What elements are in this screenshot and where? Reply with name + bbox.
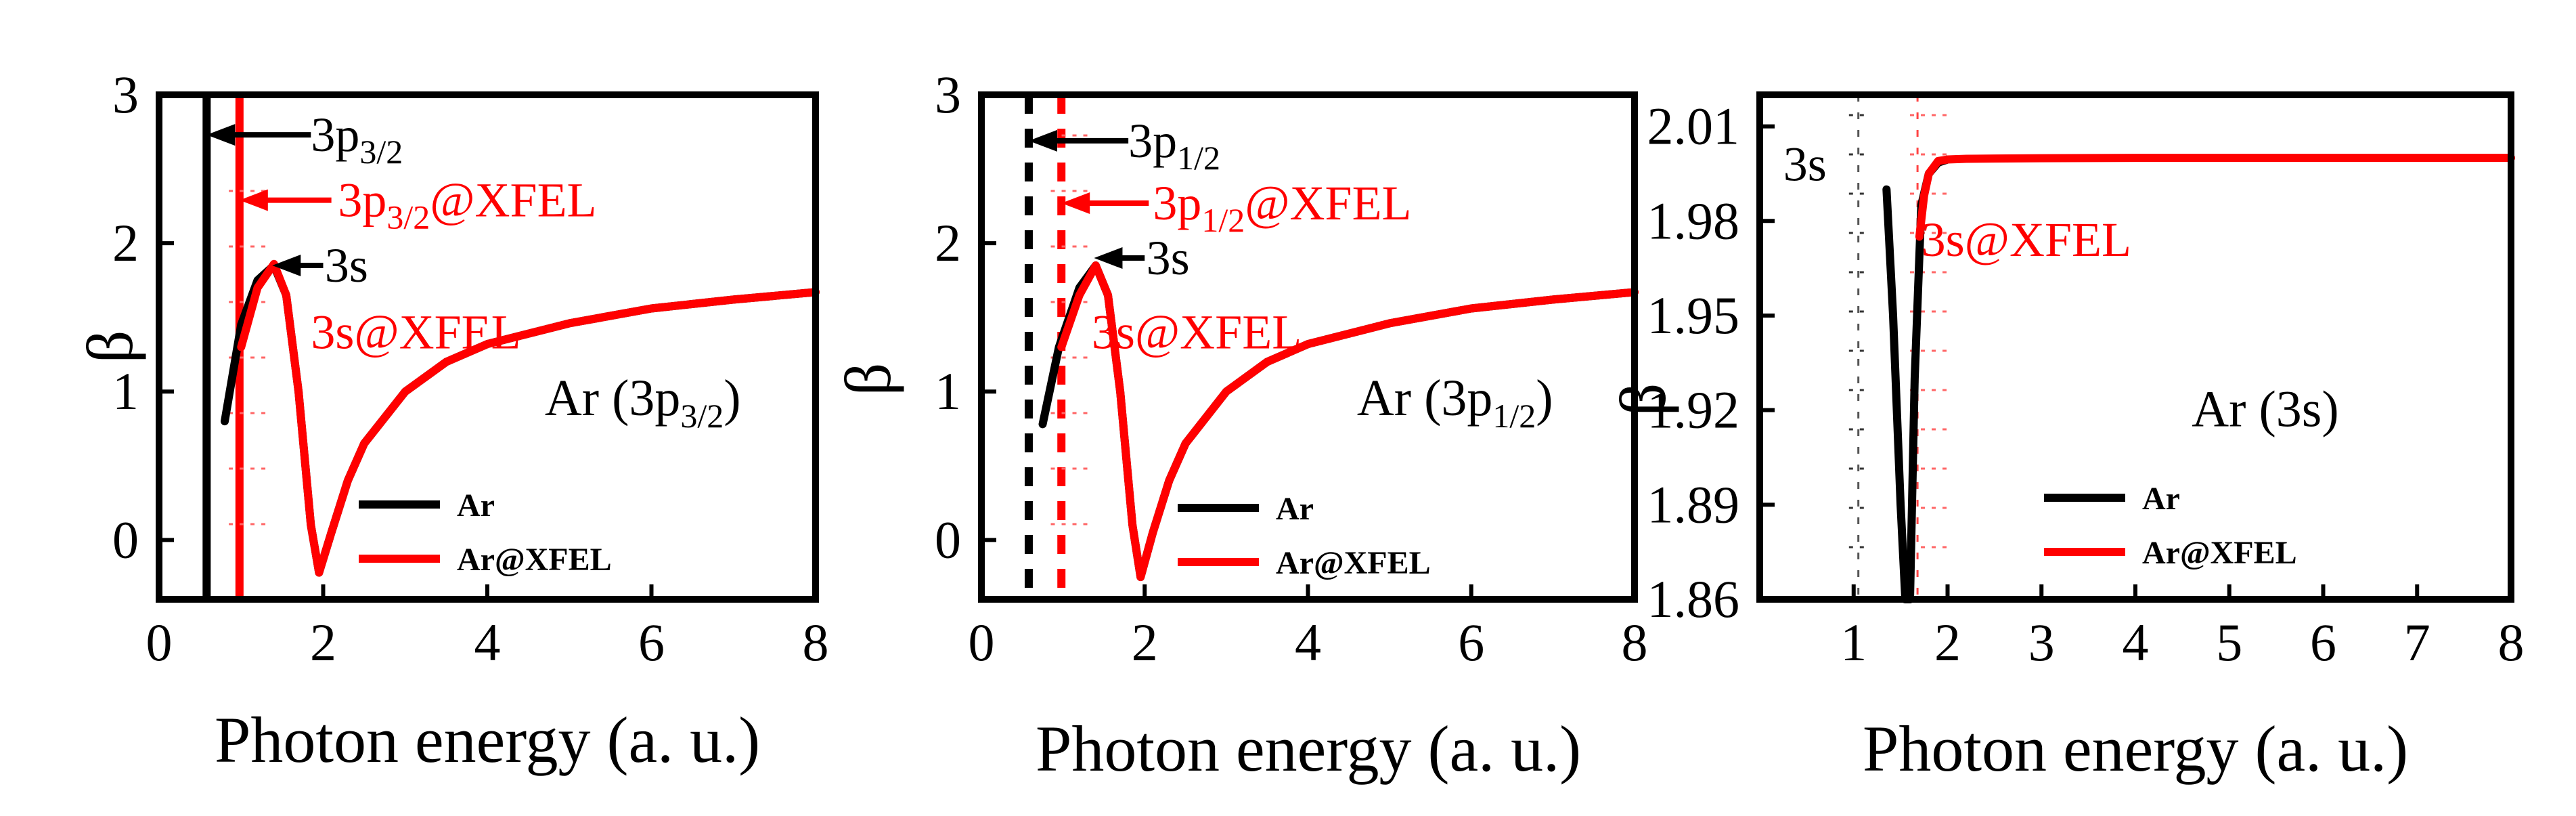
y-axis-label: β <box>832 363 904 396</box>
y-tick-label: 3 <box>112 65 139 124</box>
panel-ar-3p12: 0 2 4 6 8 0 1 2 3 Photon energy (a. u.) β 3p1/23p1/… <box>832 65 1648 785</box>
y-tick-label: 1 <box>112 362 139 421</box>
x-tick-label: 2 <box>1132 613 1158 672</box>
legend-entry: Ar@XFEL <box>1276 545 1431 581</box>
x-tick-label: 8 <box>2498 613 2525 672</box>
panel-ar-3p32: 0 2 4 6 8 0 1 2 3 Photon energy (a. u.) β 3p3/23p3/… <box>74 65 829 776</box>
series-line-ar-xfel <box>1057 261 1639 582</box>
y-tick-label: 2 <box>112 213 139 272</box>
y-axis-label: β <box>74 330 146 364</box>
x-tick-label: 2 <box>1934 613 1961 672</box>
y-tick-label: 2 <box>935 213 961 272</box>
series-line-ar-xfel <box>237 259 820 577</box>
x-tick-label: 5 <box>2216 613 2242 672</box>
y-tick-label: 1.92 <box>1647 381 1740 439</box>
x-tick-label: 7 <box>2404 613 2430 672</box>
y-tick-label: 0 <box>112 510 139 569</box>
annotation-arrowhead <box>239 189 268 211</box>
annotation-arrowhead <box>272 254 301 276</box>
annotation-label: 3p1/2@XFEL <box>1153 176 1411 239</box>
legend-entry: Ar <box>1276 491 1314 527</box>
annotation-label: 3s <box>325 238 368 293</box>
x-tick-label: 0 <box>969 613 995 672</box>
y-axis-label: β <box>1607 383 1679 416</box>
x-tick-label: 6 <box>2310 613 2336 672</box>
plot-frame <box>1756 91 2514 603</box>
legend-entry: Ar@XFEL <box>2142 535 2297 571</box>
panel-label: Ar (3s) <box>2192 381 2338 438</box>
x-tick-label: 2 <box>310 613 336 672</box>
annotation-label: 3p3/2@XFEL <box>338 173 596 236</box>
y-tick-label: 1 <box>935 362 961 421</box>
x-tick-label: 0 <box>146 613 173 672</box>
x-tick-label: 6 <box>1458 613 1484 672</box>
annotation-arrowhead <box>1094 247 1123 270</box>
legend-entry: Ar <box>457 488 495 523</box>
x-tick-label: 4 <box>474 613 501 672</box>
x-axis-label: Photon energy (a. u.) <box>1036 712 1581 785</box>
x-tick-label: 8 <box>803 613 829 672</box>
x-tick-label: 6 <box>638 613 665 672</box>
annotation-label: 3p3/2 <box>311 108 403 171</box>
x-axis-label: Photon energy (a. u.) <box>215 704 760 776</box>
legend-entry: Ar <box>2142 481 2180 517</box>
x-tick-label: 4 <box>1295 613 1321 672</box>
series-line-ar-xfel <box>1915 154 2515 241</box>
x-tick-label: 1 <box>1840 613 1867 672</box>
y-tick-label: 0 <box>935 510 961 569</box>
x-tick-label: 4 <box>2123 613 2149 672</box>
annotation-label: 3s@XFEL <box>1922 213 2131 267</box>
x-tick-label: 3 <box>2028 613 2055 672</box>
x-axis-label: Photon energy (a. u.) <box>1863 712 2408 785</box>
y-tick-label: 3 <box>935 65 961 124</box>
y-tick-label: 1.95 <box>1647 286 1740 345</box>
annotation-arrowhead <box>1061 192 1090 214</box>
panel-label: Ar (3p3/2) <box>545 370 741 435</box>
annotation-arrowhead <box>206 124 236 146</box>
annotation-label: 3p1/2 <box>1128 114 1220 177</box>
y-tick-label: 1.98 <box>1647 191 1740 250</box>
annotation-arrowhead <box>1028 129 1057 152</box>
y-tick-label: 1.89 <box>1647 475 1740 534</box>
annotation-label: 3s@XFEL <box>1092 305 1302 360</box>
legend-entry: Ar@XFEL <box>457 542 612 578</box>
x-tick-label: 8 <box>1622 613 1648 672</box>
annotation-label: 3s <box>1783 137 1827 191</box>
annotation-label: 3s@XFEL <box>311 305 520 360</box>
panel-label: Ar (3p1/2) <box>1357 370 1553 435</box>
y-tick-label: 1.86 <box>1647 570 1740 628</box>
annotation-label: 3s <box>1147 231 1190 285</box>
y-tick-label: 2.01 <box>1647 97 1740 156</box>
